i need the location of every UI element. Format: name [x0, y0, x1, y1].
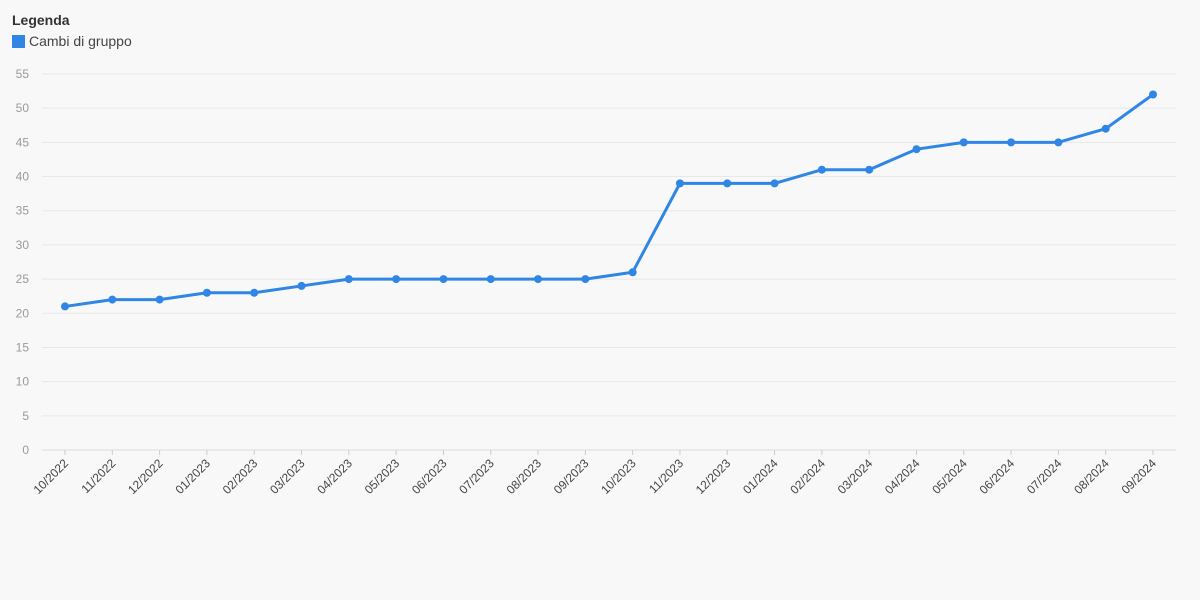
x-tick-label: 11/2023 [646, 456, 686, 496]
y-tick-label: 35 [16, 204, 30, 218]
data-point[interactable] [250, 288, 259, 297]
x-tick-label: 12/2022 [125, 456, 166, 497]
legend-swatch [12, 34, 25, 48]
x-tick-label: 05/2023 [362, 456, 403, 497]
x-tick-label: 07/2023 [456, 456, 497, 497]
y-tick-label: 15 [16, 340, 30, 354]
data-point[interactable] [486, 275, 495, 284]
data-point[interactable] [675, 179, 684, 188]
data-point[interactable] [1149, 90, 1157, 99]
legend-item-cambi-di-gruppo[interactable]: Cambi di gruppo [12, 33, 132, 49]
data-point[interactable] [959, 138, 968, 147]
data-point[interactable] [770, 179, 779, 188]
x-tick-label: 03/2024 [835, 456, 876, 497]
data-point[interactable] [865, 165, 874, 174]
legend-title: Legenda [12, 12, 70, 28]
x-tick-label: 02/2023 [220, 456, 261, 497]
y-tick-label: 30 [16, 238, 30, 252]
y-tick-label: 45 [16, 135, 30, 149]
x-tick-label: 09/2023 [551, 456, 592, 497]
x-tick-label: 01/2024 [740, 456, 781, 497]
data-point[interactable] [439, 275, 448, 284]
x-tick-label: 11/2022 [78, 456, 118, 496]
data-point[interactable] [202, 288, 211, 297]
x-tick-label: 08/2023 [504, 456, 545, 497]
y-tick-label: 40 [16, 170, 30, 184]
x-tick-label: 04/2024 [882, 456, 923, 497]
y-tick-label: 10 [16, 375, 30, 389]
x-tick-label: 06/2024 [977, 456, 1018, 497]
x-tick-label: 12/2023 [693, 456, 734, 497]
x-tick-label: 06/2023 [409, 456, 450, 497]
data-point[interactable] [344, 275, 353, 284]
data-point[interactable] [392, 275, 401, 284]
x-tick-label: 10/2022 [31, 456, 72, 497]
x-tick-label: 07/2024 [1024, 456, 1065, 497]
data-point[interactable] [1101, 124, 1110, 133]
data-point[interactable] [628, 268, 637, 277]
data-point[interactable] [534, 275, 543, 284]
x-tick-label: 04/2023 [314, 456, 355, 497]
data-point[interactable] [1054, 138, 1063, 147]
data-point[interactable] [61, 302, 69, 311]
y-tick-label: 50 [16, 101, 30, 115]
data-point[interactable] [155, 295, 164, 304]
series-line [63, 93, 1155, 308]
y-tick-label: 55 [16, 67, 30, 81]
data-point[interactable] [108, 295, 117, 304]
x-tick-label: 01/2023 [172, 456, 213, 497]
x-tick-label: 09/2024 [1119, 456, 1160, 497]
x-tick-label: 05/2024 [929, 456, 970, 497]
x-tick-label: 10/2023 [598, 456, 639, 497]
data-point[interactable] [817, 165, 826, 174]
data-point[interactable] [1007, 138, 1016, 147]
y-tick-label: 25 [16, 272, 30, 286]
legend: Legenda Cambi di gruppo [12, 12, 132, 49]
x-tick-label: 08/2024 [1071, 456, 1112, 497]
y-tick-label: 5 [22, 409, 29, 423]
data-point[interactable] [723, 179, 732, 188]
x-tick-label: 02/2024 [787, 456, 828, 497]
data-point[interactable] [912, 145, 921, 154]
data-point[interactable] [297, 281, 306, 290]
data-point[interactable] [581, 275, 590, 284]
x-tick-label: 03/2023 [267, 456, 308, 497]
y-tick-label: 0 [22, 443, 29, 457]
legend-label: Cambi di gruppo [29, 33, 132, 49]
y-tick-label: 20 [16, 306, 30, 320]
